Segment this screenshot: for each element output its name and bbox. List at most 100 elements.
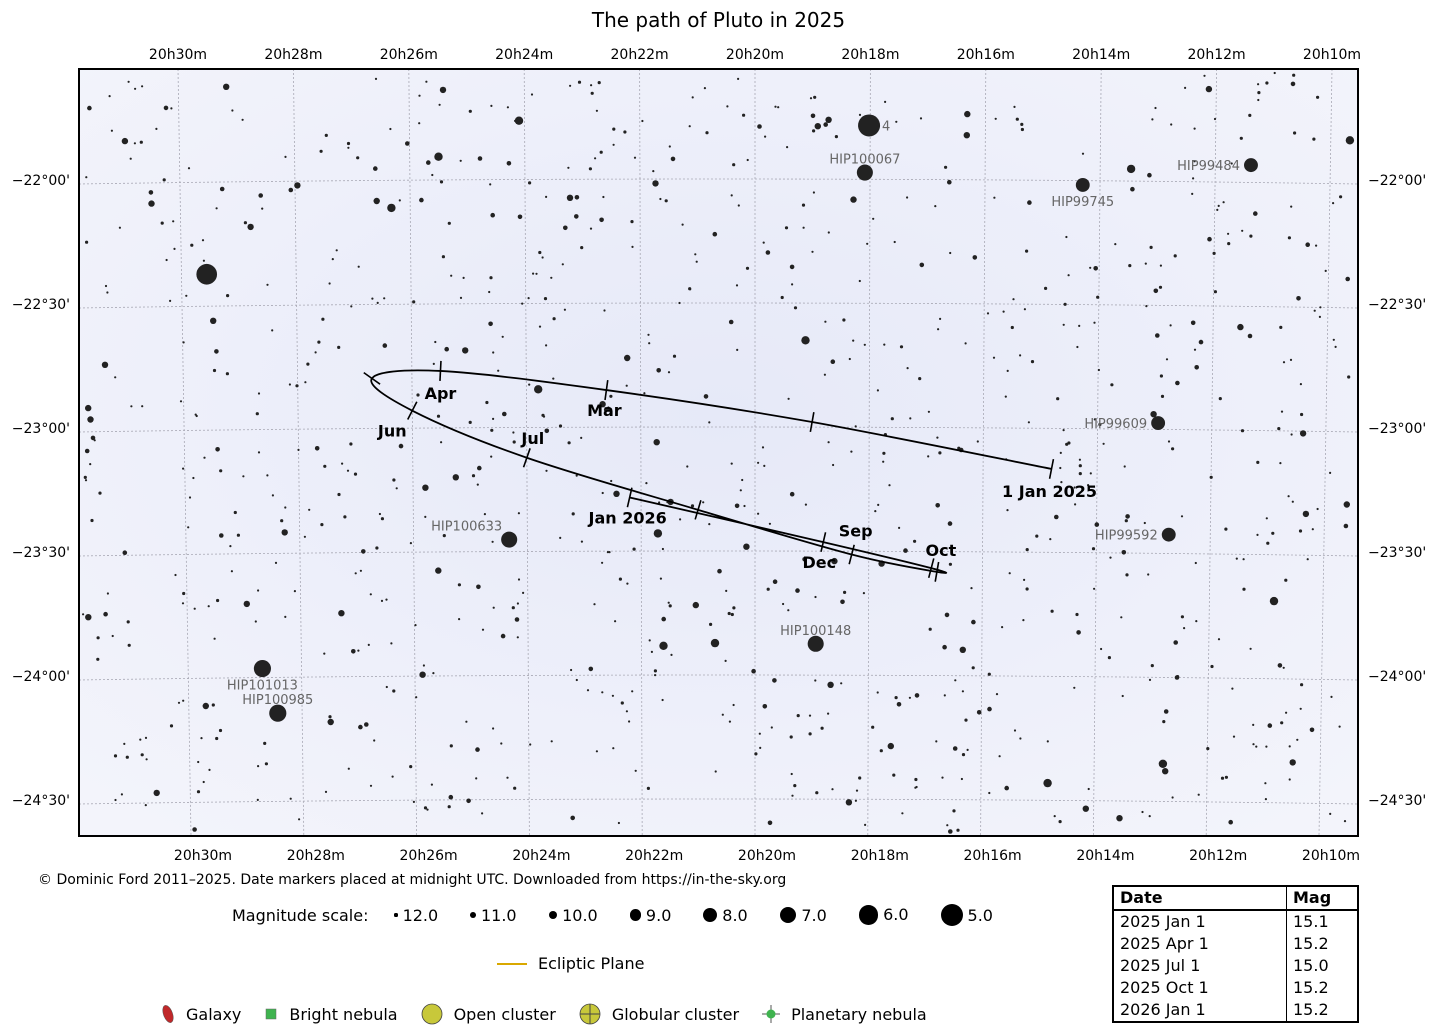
background-star [814, 679, 817, 682]
background-star [264, 762, 268, 766]
dec-gridline [78, 674, 1359, 681]
background-star [516, 636, 519, 639]
background-star [256, 798, 259, 802]
date-tick [522, 448, 531, 468]
background-star [1074, 503, 1077, 506]
background-star [739, 489, 742, 492]
magnitude-item: 6.0 [858, 905, 909, 925]
background-star [123, 742, 126, 746]
background-star [298, 818, 301, 821]
background-star [725, 589, 728, 593]
background-star [90, 435, 96, 441]
background-star [293, 590, 296, 593]
background-star [418, 94, 421, 97]
background-star [1054, 514, 1059, 520]
background-star [624, 354, 631, 362]
background-star [727, 611, 731, 616]
background-star [1001, 626, 1004, 629]
background-star [203, 456, 206, 459]
background-star [567, 166, 570, 169]
magnitude-item: 8.0 [703, 906, 748, 925]
background-star [1125, 573, 1129, 577]
background-star [1265, 81, 1269, 85]
background-star [114, 376, 117, 379]
background-star [1305, 242, 1310, 247]
background-star [434, 340, 437, 344]
background-star [641, 119, 644, 123]
background-star [961, 753, 966, 757]
labeled-star [501, 531, 518, 548]
background-star [944, 165, 948, 169]
background-star [758, 732, 761, 735]
labeled-star [1151, 416, 1166, 430]
background-star [959, 646, 966, 653]
background-star [284, 155, 287, 158]
background-star [1290, 205, 1293, 208]
background-star [133, 142, 136, 145]
magnitude-item: 5.0 [940, 904, 993, 926]
background-star [1081, 152, 1085, 155]
background-star [144, 736, 148, 740]
magnitude-item: 10.0 [548, 906, 598, 925]
background-star [103, 611, 108, 617]
table-row: 2026 Jan 1 15.2 [1113, 999, 1358, 1022]
background-star [767, 820, 773, 826]
background-star [558, 424, 563, 428]
background-star [848, 357, 851, 361]
background-star [804, 503, 808, 506]
background-star [1227, 242, 1231, 246]
background-star [1197, 793, 1200, 796]
dec-tick-label-right: −22°00' [1368, 173, 1426, 189]
background-star [1288, 745, 1291, 748]
background-star [808, 732, 812, 736]
background-star [866, 242, 869, 245]
star-label: HIP101013 [227, 679, 298, 694]
background-star [1063, 302, 1067, 306]
background-star [601, 491, 604, 495]
background-star [331, 258, 334, 261]
background-star [477, 156, 483, 161]
dec-tick-label-right: −23°00' [1368, 421, 1426, 437]
background-star [939, 317, 942, 320]
background-star [802, 557, 807, 562]
background-star [214, 349, 219, 354]
background-star [628, 720, 631, 723]
background-star [101, 361, 109, 368]
date-tick [809, 412, 815, 433]
background-star [422, 484, 429, 491]
background-star [471, 474, 476, 478]
background-star [1334, 345, 1337, 348]
background-star [450, 274, 453, 277]
background-star [1213, 117, 1217, 121]
background-star [737, 77, 740, 80]
date-tick [1048, 458, 1055, 479]
background-star [225, 372, 229, 376]
background-star [1114, 243, 1117, 246]
background-star [263, 741, 267, 746]
background-star [736, 348, 739, 351]
background-star [1279, 462, 1282, 465]
background-star [374, 77, 378, 80]
magnitude-value: 12.0 [402, 905, 439, 925]
background-star [162, 178, 166, 182]
background-star [383, 297, 386, 300]
background-star [668, 604, 672, 608]
background-star [1329, 471, 1332, 474]
background-star [1332, 338, 1335, 341]
background-star [1159, 264, 1162, 267]
background-star [1285, 711, 1288, 714]
dec-tick-label-left: −24°00' [12, 669, 70, 685]
background-star [1279, 325, 1283, 329]
background-star [858, 279, 861, 283]
background-star [661, 698, 664, 702]
background-star [452, 474, 459, 481]
background-star [247, 223, 254, 231]
background-star [1296, 296, 1301, 301]
background-star [1290, 433, 1293, 436]
background-star [772, 678, 777, 683]
background-star [919, 117, 923, 120]
background-star [297, 448, 300, 451]
background-star [1155, 333, 1160, 338]
background-star [887, 742, 894, 750]
background-star [1241, 229, 1244, 232]
